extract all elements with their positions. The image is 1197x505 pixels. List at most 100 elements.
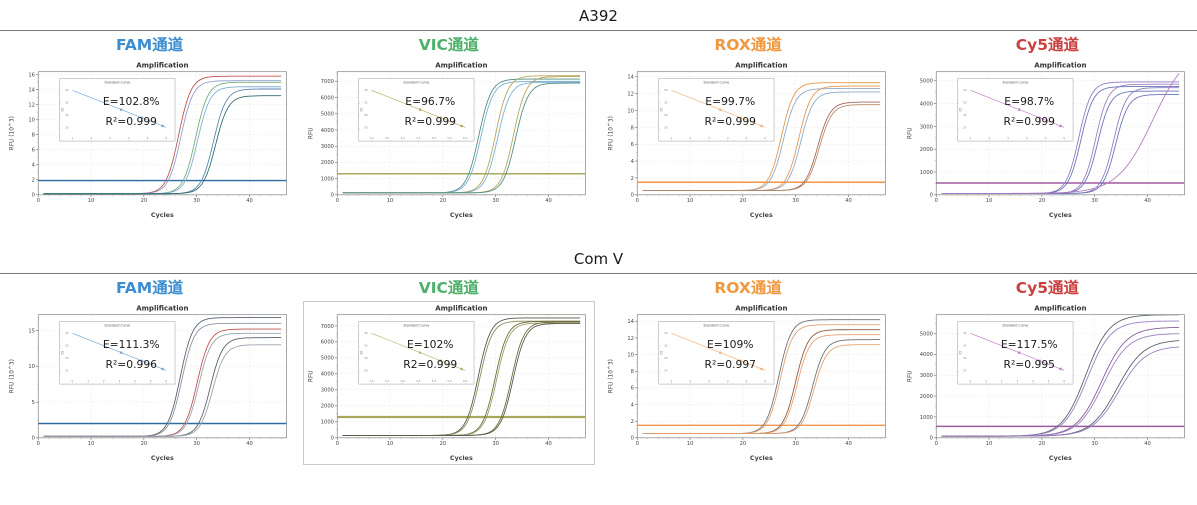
- svg-text:0: 0: [32, 436, 35, 442]
- amplification-curves: [43, 75, 282, 195]
- svg-text:35: 35: [65, 344, 69, 348]
- svg-text:0: 0: [331, 436, 334, 442]
- svg-text:5000: 5000: [321, 356, 334, 362]
- svg-text:40: 40: [545, 441, 552, 447]
- charts-row: 0 2 4 6 8 10 12 14 16 0 10 20 30 40 Amplification RFU (…: [0, 56, 1197, 224]
- svg-text:12: 12: [627, 336, 634, 342]
- svg-text:30: 30: [65, 356, 69, 360]
- chart-panel-cy5: 0 1000 2000 3000 4000 5000 0 10 20 30 40 Amplificat…: [898, 56, 1197, 224]
- svg-text:40: 40: [1144, 198, 1151, 204]
- svg-text:14: 14: [627, 75, 634, 81]
- qpcr-chart-svg: 0 1000 2000 3000 4000 5000 6000 7000 0 10 20 30 40 Am…: [304, 59, 594, 222]
- chart-panel-vic: 0 1000 2000 3000 4000 5000 6000 7000 0 10 20 30 40 Am…: [299, 299, 598, 467]
- svg-text:10: 10: [387, 441, 394, 447]
- channel-labels-row: FAM通道 VIC通道 ROX通道 Cy5通道: [0, 34, 1197, 56]
- svg-text:6: 6: [1063, 379, 1065, 383]
- amplification-chart-fam: 0 2 4 6 8 10 12 14 16 0 10 20 30 40 Amplification RFU (…: [4, 58, 295, 222]
- svg-text:4000: 4000: [321, 128, 334, 134]
- svg-text:8: 8: [32, 133, 35, 139]
- svg-text:6: 6: [32, 148, 35, 154]
- svg-text:2000: 2000: [321, 160, 334, 166]
- svg-text:5: 5: [150, 379, 152, 383]
- svg-text:5: 5: [147, 136, 149, 140]
- inset-y-label: Ct: [61, 351, 65, 355]
- x-axis-label: Cycles: [450, 455, 473, 462]
- svg-text:0: 0: [37, 441, 40, 447]
- svg-text:4: 4: [726, 379, 728, 383]
- standard-curve-inset: Standard Curve Ct 1 2 3 4 5 6 40 35 30 25 E=109% R²=0…: [657, 321, 774, 385]
- standard-curve-inset: Standard Curve Ct 3.0 3.5 4.0 4.5 5.0 5.5 6.0 36 3…: [358, 321, 475, 385]
- section-com-v: Com V FAM通道 VIC通道 ROX通道 Cy5通道 0 5 10 15 0 10 2…: [0, 250, 1197, 467]
- svg-text:16: 16: [28, 73, 35, 79]
- efficiency-value: E=98.7%: [1004, 95, 1054, 108]
- svg-text:8: 8: [630, 369, 633, 375]
- inset-y-label: Ct: [360, 351, 364, 355]
- efficiency-value: E=111.3%: [103, 338, 160, 351]
- chart-panel-rox: 0 2 4 6 8 10 12 14 0 10 20 30 40 Amplification RFU (10…: [599, 299, 898, 467]
- y-axis-label: RFU: [907, 371, 913, 383]
- svg-text:4.0: 4.0: [401, 379, 406, 383]
- svg-text:20: 20: [739, 198, 746, 204]
- chart-panel-vic: 0 1000 2000 3000 4000 5000 6000 7000 0 10 20 30 40 Am…: [299, 56, 598, 224]
- svg-text:35: 35: [664, 344, 668, 348]
- svg-text:5: 5: [1047, 379, 1049, 383]
- svg-text:20: 20: [141, 441, 148, 447]
- svg-text:0: 0: [969, 379, 971, 383]
- efficiency-value: E=102.8%: [103, 95, 160, 108]
- section-title: A392: [579, 7, 618, 25]
- svg-text:0: 0: [630, 193, 633, 199]
- inset-title: Standard Curve: [703, 324, 729, 328]
- svg-text:25: 25: [963, 369, 967, 373]
- svg-text:3000: 3000: [920, 373, 933, 379]
- svg-text:3.5: 3.5: [385, 379, 390, 383]
- svg-text:4: 4: [32, 163, 35, 169]
- svg-text:30: 30: [65, 113, 69, 117]
- svg-text:1000: 1000: [321, 420, 334, 426]
- channel-label-cy5: Cy5通道: [1015, 279, 1079, 298]
- section-divider: [0, 273, 1197, 275]
- section-divider: [0, 30, 1197, 31]
- chart-title: Amplification: [1034, 60, 1086, 69]
- svg-text:35: 35: [963, 101, 967, 105]
- svg-text:25: 25: [65, 125, 69, 129]
- svg-text:10: 10: [627, 353, 634, 359]
- svg-text:40: 40: [664, 331, 668, 335]
- inset-title: Standard Curve: [404, 80, 430, 84]
- svg-text:10: 10: [627, 108, 634, 114]
- svg-text:1: 1: [670, 379, 672, 383]
- chart-title: Amplification: [735, 60, 787, 69]
- svg-text:0: 0: [934, 198, 937, 204]
- svg-text:25: 25: [963, 125, 967, 129]
- svg-text:20: 20: [440, 198, 447, 204]
- chart-panel-rox: 0 2 4 6 8 10 12 14 0 10 20 30 40 Amplification RFU (10…: [599, 56, 898, 224]
- svg-text:6000: 6000: [321, 340, 334, 346]
- svg-text:6: 6: [630, 386, 633, 392]
- channel-label-rox: ROX通道: [714, 36, 782, 54]
- amplification-curves: [642, 82, 880, 192]
- r-squared-value: R²=0.999: [1003, 115, 1055, 128]
- r-squared-value: R²=0.996: [106, 358, 158, 371]
- qpcr-chart-svg: 0 1000 2000 3000 4000 5000 6000 7000 0 10 20 30 40 Am…: [304, 302, 594, 465]
- svg-text:26: 26: [364, 125, 368, 129]
- chart-panel-fam: 0 5 10 15 0 10 20 30 40 Amplification RFU (10^3) Cy…: [0, 299, 299, 467]
- x-axis-label: Cycles: [151, 212, 174, 219]
- svg-text:3: 3: [118, 379, 120, 383]
- svg-text:1: 1: [969, 136, 971, 140]
- svg-text:3000: 3000: [321, 144, 334, 150]
- chart-title: Amplification: [435, 60, 487, 69]
- section-a392: A392 FAM通道 VIC通道 ROX通道 Cy5通道 0 2 4 6 8 10 12 14…: [0, 7, 1197, 224]
- inset-title: Standard Curve: [703, 80, 729, 84]
- svg-text:1: 1: [670, 136, 672, 140]
- y-axis-label: RFU (10^3): [608, 359, 614, 393]
- standard-curve-inset: Standard Curve Ct 1 2 3 4 5 6 40 35 30 25 E=98.7% R²=…: [957, 78, 1074, 142]
- amplification-chart-fam: 0 5 10 15 0 10 20 30 40 Amplification RFU (10^3) Cy…: [4, 301, 295, 465]
- standard-curve-line: [970, 89, 1065, 128]
- svg-text:30: 30: [664, 113, 668, 117]
- svg-text:3: 3: [708, 136, 710, 140]
- svg-text:8: 8: [630, 125, 633, 131]
- svg-text:40: 40: [664, 88, 668, 92]
- standard-curve-line: [970, 333, 1065, 371]
- x-axis-label: Cycles: [749, 455, 772, 462]
- svg-text:5.0: 5.0: [432, 379, 437, 383]
